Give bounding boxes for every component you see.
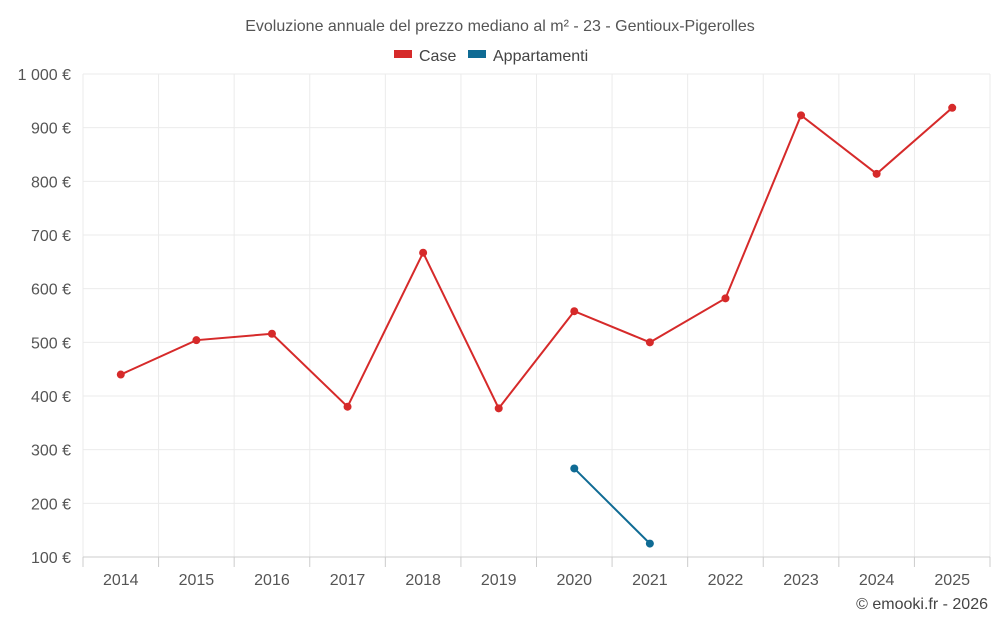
legend: Case Appartamenti	[394, 48, 588, 65]
data-point[interactable]	[948, 103, 957, 112]
legend-label-appartamenti: Appartamenti	[493, 48, 588, 65]
y-tick-label: 900 €	[31, 121, 71, 138]
x-tick-label: 2024	[859, 572, 895, 589]
grid-lines	[82, 73, 991, 557]
y-tick-label: 800 €	[31, 174, 71, 191]
x-tick-label: 2022	[708, 572, 744, 589]
data-point[interactable]	[645, 338, 654, 347]
x-tick-label: 2025	[934, 572, 970, 589]
y-tick-label: 100 €	[31, 550, 71, 567]
series-layer	[116, 103, 957, 548]
data-point[interactable]	[116, 370, 125, 379]
series-appartamenti	[570, 464, 654, 548]
x-tick-label: 2023	[783, 572, 819, 589]
data-point[interactable]	[343, 402, 352, 411]
legend-swatch-appartamenti	[468, 50, 486, 58]
legend-item-appartamenti[interactable]: Appartamenti	[468, 48, 588, 65]
series-case	[116, 103, 957, 413]
x-tick-label: 2018	[405, 572, 441, 589]
data-point[interactable]	[721, 294, 730, 303]
data-point[interactable]	[494, 404, 503, 413]
data-point[interactable]	[192, 336, 201, 345]
x-tick-label: 2017	[330, 572, 366, 589]
x-tick-label: 2020	[556, 572, 592, 589]
y-tick-label: 600 €	[31, 282, 71, 299]
x-tick-label: 2015	[179, 572, 215, 589]
y-tick-label: 1 000 €	[18, 67, 71, 84]
x-tick-label: 2019	[481, 572, 517, 589]
series-line-appartamenti	[573, 467, 651, 545]
y-axis: 100 € 200 € 300 € 400 € 500 € 600 € 700 € 800 €…	[18, 67, 71, 567]
data-point[interactable]	[570, 307, 579, 316]
credit-text: © emooki.fr - 2026	[856, 596, 988, 613]
data-point[interactable]	[872, 169, 881, 178]
chart-title: Evoluzione annuale del prezzo mediano al…	[245, 18, 755, 35]
y-tick-label: 200 €	[31, 496, 71, 513]
data-point[interactable]	[797, 111, 806, 120]
y-tick-label: 500 €	[31, 335, 71, 352]
legend-label-case: Case	[419, 48, 456, 65]
y-tick-label: 400 €	[31, 389, 71, 406]
x-tick-label: 2014	[103, 572, 139, 589]
data-point[interactable]	[570, 464, 579, 473]
series-line-case	[120, 107, 953, 411]
data-point[interactable]	[645, 539, 654, 548]
legend-item-case[interactable]: Case	[394, 48, 456, 65]
x-tick-label: 2016	[254, 572, 290, 589]
legend-swatch-case	[394, 50, 412, 58]
y-tick-label: 300 €	[31, 443, 71, 460]
x-tick-label: 2021	[632, 572, 668, 589]
data-point[interactable]	[267, 329, 276, 338]
x-axis: 2014 2015 2016 2017 2018 2019 2020 2021 2022 2023…	[82, 556, 991, 589]
y-tick-label: 700 €	[31, 228, 71, 245]
data-point[interactable]	[419, 248, 428, 257]
